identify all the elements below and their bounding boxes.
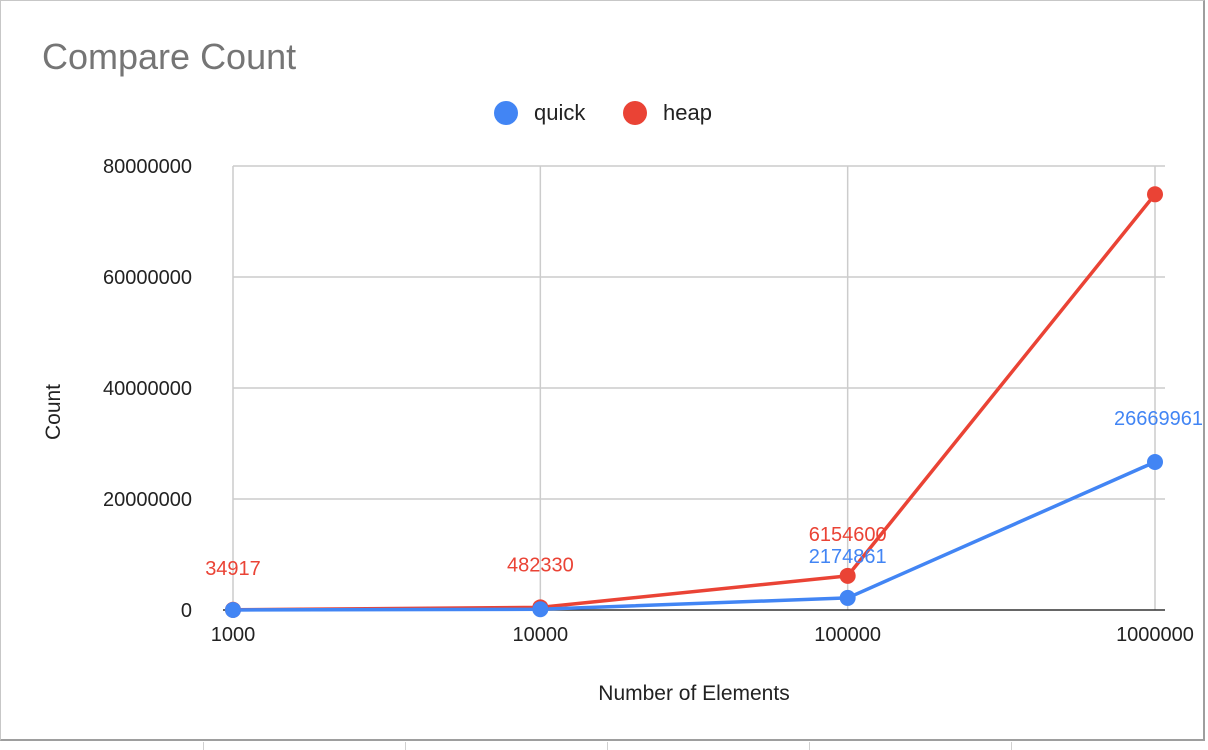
y-tick-label: 20000000 xyxy=(103,489,192,511)
data-label-heap: 34917 xyxy=(205,558,261,580)
x-tick-label: 10000 xyxy=(513,624,569,646)
sheet-column-divider xyxy=(1011,742,1012,750)
data-point-heap xyxy=(839,567,856,584)
y-tick-label: 60000000 xyxy=(103,267,192,289)
data-point-quick xyxy=(1147,453,1163,470)
spreadsheet-gridlines xyxy=(0,742,1208,750)
data-label-quick: 26669961 xyxy=(1114,408,1203,430)
data-point-quick xyxy=(839,589,856,606)
sheet-column-divider xyxy=(607,742,608,750)
sheet-column-divider xyxy=(809,742,810,750)
legend-label-quick: quick xyxy=(534,100,586,125)
data-label-heap: 6154600 xyxy=(809,524,887,546)
x-axis-title: Number of Elements xyxy=(598,682,789,705)
legend-marker-heap xyxy=(623,101,647,125)
legend-label-heap: heap xyxy=(663,100,712,125)
legend-item-heap[interactable]: heap xyxy=(623,100,712,126)
y-tick-label: 0 xyxy=(181,600,192,622)
data-point-quick xyxy=(225,601,241,618)
data-label-heap: 482330 xyxy=(507,554,574,576)
y-axis-title: Count xyxy=(42,384,65,440)
legend-marker-quick xyxy=(494,101,518,125)
data-point-quick xyxy=(532,601,549,618)
y-tick-label: 40000000 xyxy=(103,378,192,400)
sheet-column-divider xyxy=(203,742,204,750)
series-line-heap xyxy=(232,193,1157,612)
data-point-heap xyxy=(1147,186,1163,203)
series-line-quick xyxy=(232,460,1156,612)
x-tick-label: 100000 xyxy=(814,624,881,646)
x-tick-label: 1000000 xyxy=(1116,624,1194,646)
chart-legend: quick heap xyxy=(0,100,1208,132)
chart-title: Compare Count xyxy=(42,36,297,77)
data-label-quick: 2174861 xyxy=(809,546,887,568)
y-tick-label: 80000000 xyxy=(103,156,192,178)
x-tick-label: 1000 xyxy=(211,624,256,646)
sheet-column-divider xyxy=(405,742,406,750)
legend-item-quick[interactable]: quick xyxy=(494,100,585,126)
